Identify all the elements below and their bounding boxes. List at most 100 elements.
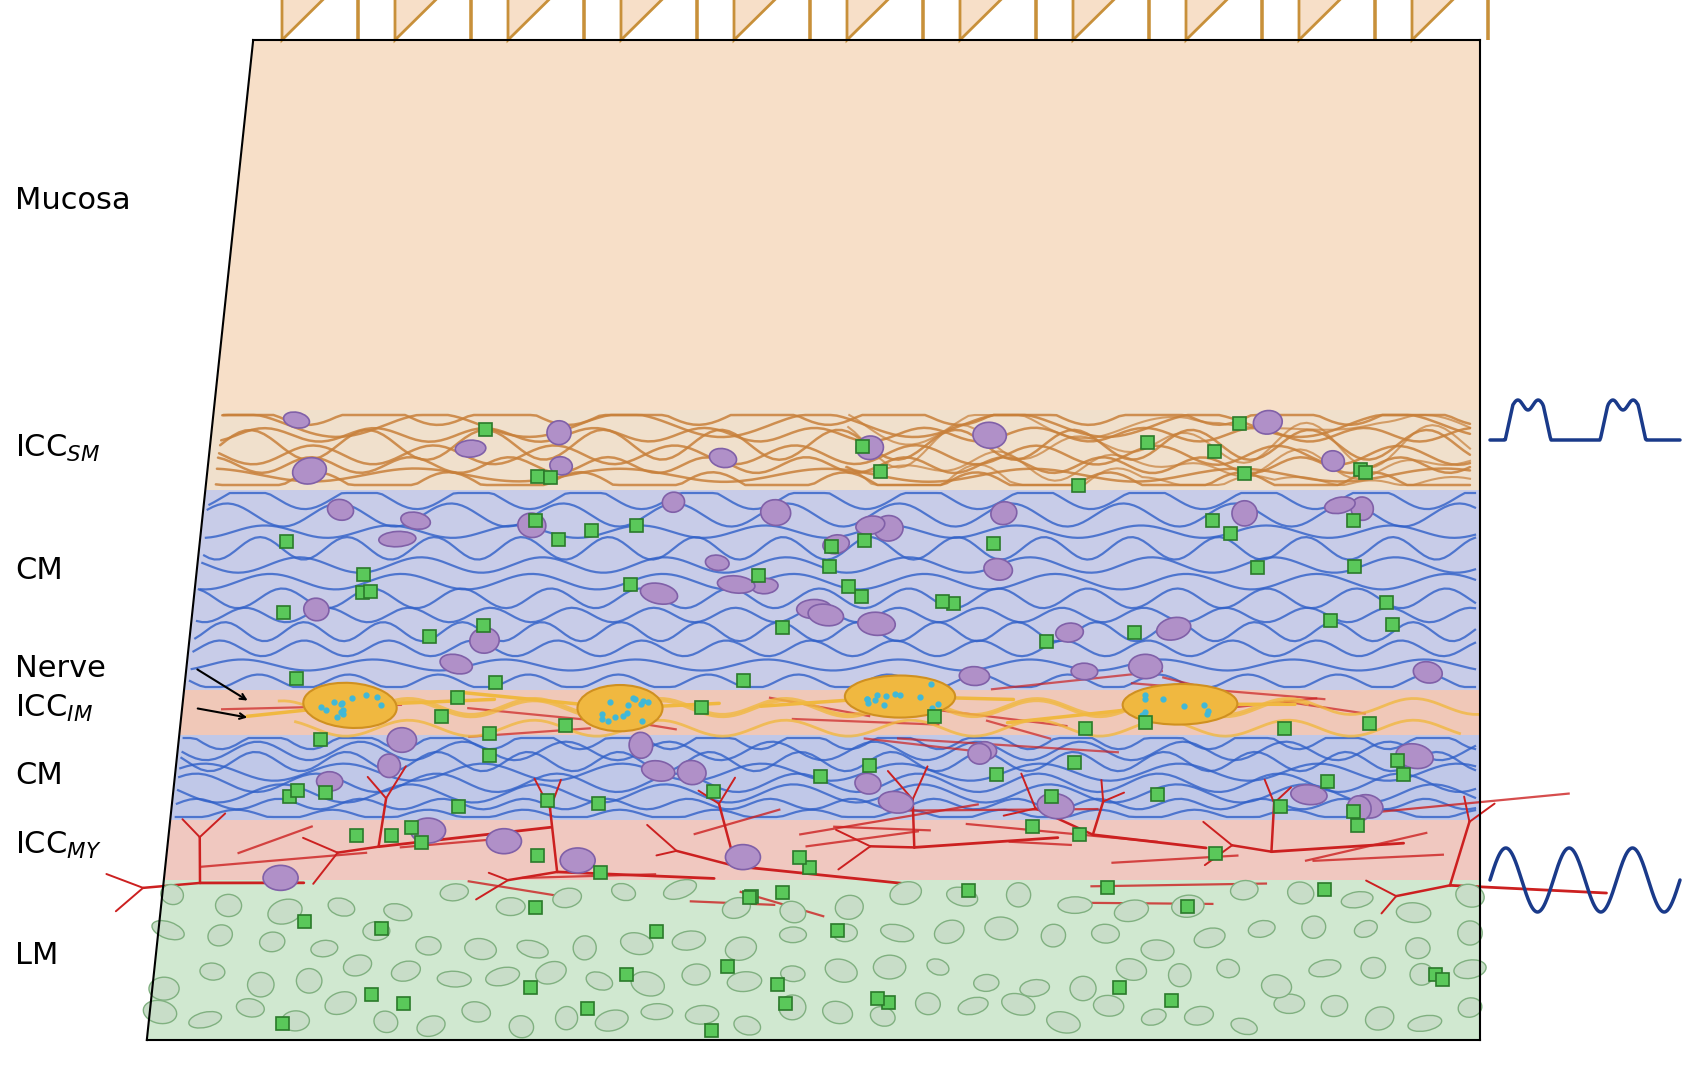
Ellipse shape bbox=[578, 685, 663, 731]
Ellipse shape bbox=[327, 499, 353, 520]
FancyBboxPatch shape bbox=[822, 560, 835, 573]
Ellipse shape bbox=[148, 978, 179, 1001]
FancyBboxPatch shape bbox=[1209, 445, 1221, 458]
FancyBboxPatch shape bbox=[1224, 526, 1236, 540]
Ellipse shape bbox=[373, 1012, 397, 1032]
Ellipse shape bbox=[455, 440, 486, 457]
FancyBboxPatch shape bbox=[1347, 806, 1361, 819]
FancyBboxPatch shape bbox=[276, 1017, 288, 1030]
FancyBboxPatch shape bbox=[592, 797, 605, 810]
Ellipse shape bbox=[1071, 663, 1098, 680]
Ellipse shape bbox=[1321, 451, 1344, 471]
FancyBboxPatch shape bbox=[1079, 722, 1091, 735]
Ellipse shape bbox=[510, 1016, 534, 1038]
Ellipse shape bbox=[517, 941, 549, 958]
Ellipse shape bbox=[208, 924, 232, 946]
Ellipse shape bbox=[1407, 937, 1430, 958]
FancyBboxPatch shape bbox=[1129, 626, 1141, 639]
Ellipse shape bbox=[384, 904, 413, 921]
FancyBboxPatch shape bbox=[737, 675, 750, 688]
FancyBboxPatch shape bbox=[530, 849, 544, 862]
Ellipse shape bbox=[985, 917, 1018, 940]
Text: CM: CM bbox=[15, 556, 63, 584]
Ellipse shape bbox=[1325, 497, 1355, 513]
Ellipse shape bbox=[832, 924, 858, 942]
Ellipse shape bbox=[1396, 903, 1430, 922]
FancyBboxPatch shape bbox=[928, 710, 941, 723]
FancyBboxPatch shape bbox=[624, 579, 638, 592]
Ellipse shape bbox=[552, 888, 581, 908]
Ellipse shape bbox=[760, 499, 791, 525]
FancyBboxPatch shape bbox=[991, 768, 1003, 780]
FancyBboxPatch shape bbox=[708, 785, 720, 798]
FancyBboxPatch shape bbox=[529, 514, 542, 526]
Ellipse shape bbox=[779, 901, 806, 923]
Ellipse shape bbox=[283, 412, 310, 428]
Polygon shape bbox=[213, 40, 1480, 410]
Ellipse shape bbox=[1413, 662, 1442, 683]
FancyBboxPatch shape bbox=[489, 676, 503, 689]
Ellipse shape bbox=[1168, 964, 1192, 986]
Ellipse shape bbox=[871, 1007, 895, 1026]
Ellipse shape bbox=[401, 512, 430, 530]
Ellipse shape bbox=[1291, 785, 1326, 804]
FancyBboxPatch shape bbox=[350, 829, 363, 843]
Polygon shape bbox=[396, 0, 471, 40]
FancyBboxPatch shape bbox=[356, 585, 368, 598]
FancyBboxPatch shape bbox=[706, 1025, 718, 1038]
Polygon shape bbox=[508, 0, 585, 40]
Ellipse shape bbox=[440, 884, 469, 900]
FancyBboxPatch shape bbox=[314, 732, 327, 746]
Ellipse shape bbox=[878, 791, 914, 813]
Ellipse shape bbox=[263, 865, 298, 891]
Ellipse shape bbox=[418, 1016, 445, 1037]
Ellipse shape bbox=[317, 772, 343, 791]
FancyBboxPatch shape bbox=[1274, 800, 1287, 813]
Ellipse shape bbox=[303, 598, 329, 620]
Ellipse shape bbox=[974, 741, 997, 760]
Ellipse shape bbox=[858, 613, 895, 635]
FancyBboxPatch shape bbox=[987, 537, 1001, 550]
Ellipse shape bbox=[873, 955, 905, 979]
FancyBboxPatch shape bbox=[483, 727, 496, 740]
Ellipse shape bbox=[1342, 892, 1373, 908]
Ellipse shape bbox=[1231, 881, 1258, 900]
Ellipse shape bbox=[551, 457, 573, 475]
FancyBboxPatch shape bbox=[593, 867, 607, 879]
Ellipse shape bbox=[199, 964, 225, 980]
FancyBboxPatch shape bbox=[696, 701, 708, 714]
Ellipse shape bbox=[327, 898, 355, 916]
Ellipse shape bbox=[663, 880, 696, 899]
FancyBboxPatch shape bbox=[803, 861, 817, 874]
Ellipse shape bbox=[379, 532, 416, 547]
Ellipse shape bbox=[672, 931, 706, 950]
FancyBboxPatch shape bbox=[423, 630, 436, 643]
FancyBboxPatch shape bbox=[375, 922, 387, 935]
Ellipse shape bbox=[984, 558, 1013, 580]
Ellipse shape bbox=[1141, 940, 1175, 960]
Ellipse shape bbox=[960, 667, 989, 686]
Ellipse shape bbox=[974, 974, 999, 992]
Ellipse shape bbox=[462, 1002, 491, 1022]
FancyBboxPatch shape bbox=[397, 996, 409, 1009]
Ellipse shape bbox=[1396, 743, 1434, 768]
Ellipse shape bbox=[856, 436, 883, 460]
FancyBboxPatch shape bbox=[290, 673, 303, 686]
Ellipse shape bbox=[1231, 1018, 1257, 1034]
FancyBboxPatch shape bbox=[1429, 968, 1442, 981]
FancyBboxPatch shape bbox=[1350, 819, 1364, 832]
Ellipse shape bbox=[1194, 928, 1224, 947]
Ellipse shape bbox=[974, 422, 1006, 448]
FancyBboxPatch shape bbox=[771, 978, 784, 991]
Ellipse shape bbox=[1352, 795, 1383, 819]
Ellipse shape bbox=[1303, 916, 1326, 938]
FancyBboxPatch shape bbox=[406, 822, 418, 834]
Ellipse shape bbox=[781, 966, 805, 982]
Ellipse shape bbox=[641, 1004, 673, 1019]
Ellipse shape bbox=[629, 732, 653, 759]
FancyBboxPatch shape bbox=[629, 519, 643, 532]
FancyBboxPatch shape bbox=[1381, 596, 1393, 609]
Ellipse shape bbox=[310, 941, 338, 957]
Ellipse shape bbox=[1309, 960, 1340, 977]
Ellipse shape bbox=[416, 936, 442, 955]
